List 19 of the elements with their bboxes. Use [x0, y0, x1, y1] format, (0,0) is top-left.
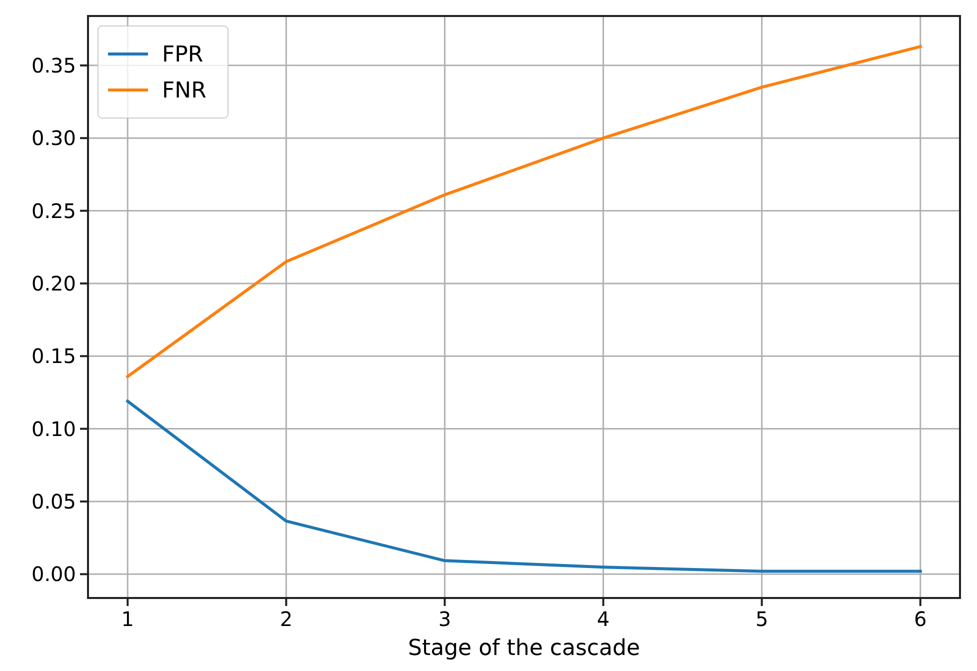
y-tick-label: 0.30 [31, 126, 76, 150]
y-tick-label: 0.10 [31, 416, 76, 441]
x-tick-label: 2 [280, 607, 293, 631]
y-tick-label: 0.00 [31, 562, 76, 586]
line-series [126, 400, 922, 573]
y-tick-label: 0.20 [31, 271, 76, 296]
legend-label: FNR [162, 78, 206, 104]
y-tick-label: 0.35 [31, 53, 76, 78]
y-tick-label: 0.25 [31, 198, 76, 223]
x-axis-title: Stage of the cascade [408, 636, 640, 661]
legend-label: FPR [162, 42, 204, 68]
line-series [126, 45, 922, 378]
x-tick-label: 5 [755, 607, 768, 631]
y-tick-label: 0.05 [31, 489, 76, 514]
x-tick-label: 4 [596, 607, 610, 631]
x-tick-label: 6 [914, 607, 927, 631]
x-tick-label: 1 [121, 607, 134, 631]
y-tick-label: 0.15 [31, 344, 76, 368]
x-tick-label: 3 [438, 607, 452, 631]
